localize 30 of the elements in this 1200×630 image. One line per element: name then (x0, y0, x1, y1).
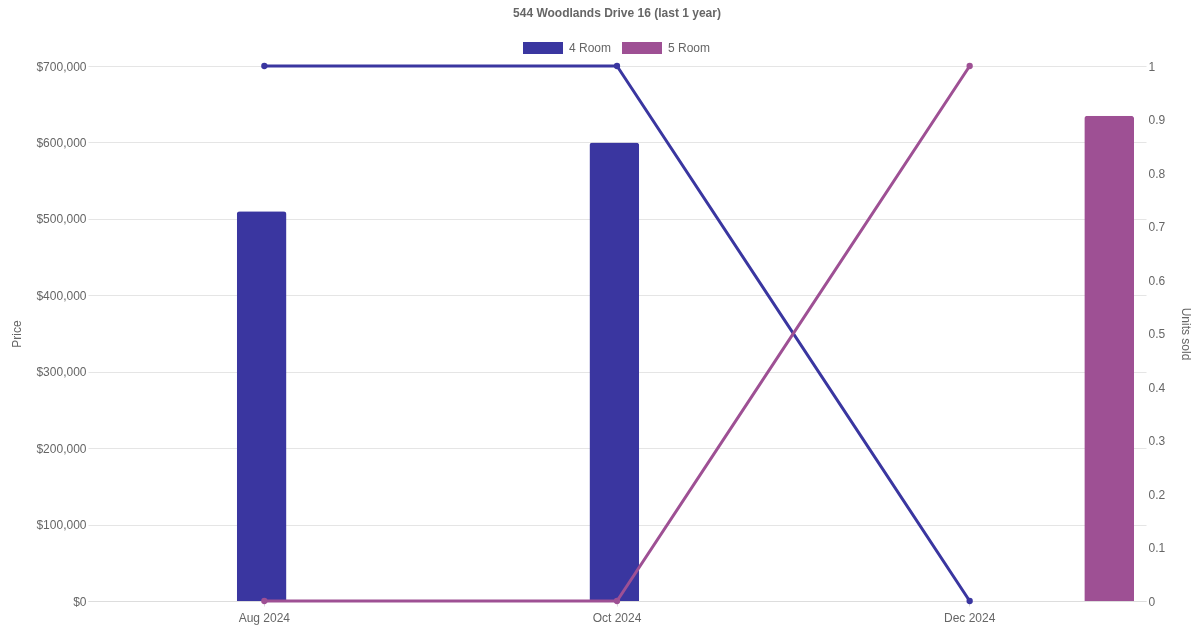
y-tick-label: $500,000 (36, 212, 87, 227)
y-tick-label: $100,000 (36, 518, 87, 533)
y2-axis-title: Units sold (1179, 307, 1194, 361)
legend-label: 5 Room (668, 41, 711, 55)
y2-tick-label: 0.9 (1148, 113, 1166, 127)
chart-title: 544 Woodlands Drive 16 (last 1 year) (513, 6, 721, 20)
y2-tick-label: 0.3 (1148, 434, 1166, 448)
y2-tick-label: 0.6 (1148, 273, 1166, 288)
y-tick-label: $700,000 (36, 59, 87, 74)
y2-tick-label: 0.1 (1148, 541, 1166, 555)
y2-tick-label: 0.2 (1148, 487, 1166, 502)
y2-tick-label: 0 (1148, 594, 1156, 609)
bar (1084, 115, 1135, 601)
x-tick-label: Aug 2024 (238, 610, 291, 625)
y-tick-label: $200,000 (36, 441, 87, 456)
y2-tick-label: 0.8 (1148, 166, 1166, 181)
x-tick-label: Dec 2024 (943, 610, 996, 625)
y2-tick-label: 0.7 (1148, 220, 1166, 234)
y-tick-label: $0 (73, 594, 87, 609)
bar (236, 211, 287, 601)
x-tick-label: Oct 2024 (592, 610, 642, 625)
y-axis-title: Price (10, 320, 25, 348)
y-tick-label: $600,000 (36, 135, 87, 150)
y2-tick-label: 0.4 (1148, 380, 1166, 395)
legend-label: 4 Room (569, 41, 612, 55)
y2-tick-label: 0.5 (1148, 327, 1166, 341)
y2-tick-label: 1 (1148, 59, 1156, 74)
y-tick-label: $300,000 (36, 365, 87, 380)
bar (589, 142, 640, 601)
y-tick-label: $400,000 (36, 288, 87, 303)
